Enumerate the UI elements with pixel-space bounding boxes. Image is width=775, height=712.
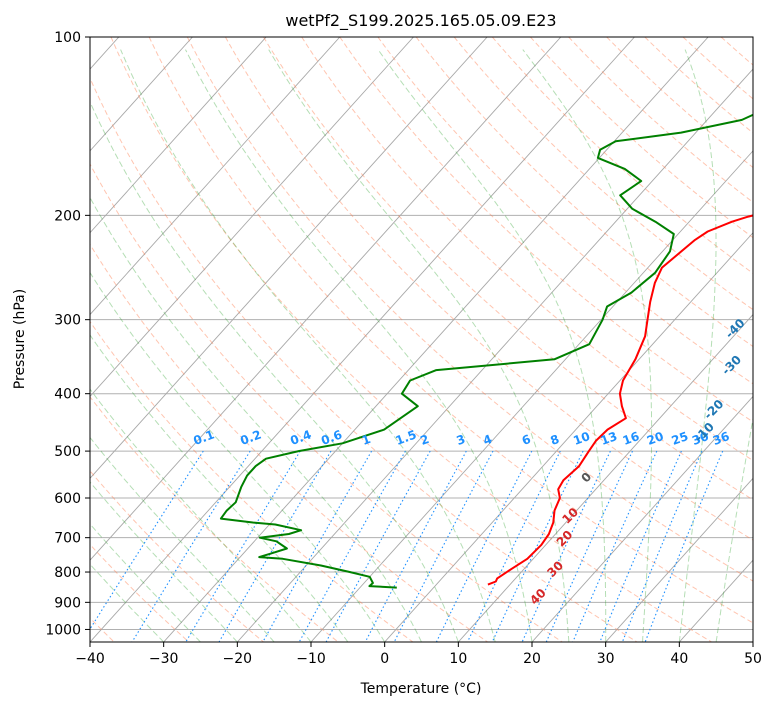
x-tick-label: 10 [449, 651, 467, 667]
y-tick-label: 800 [54, 565, 81, 581]
y-tick-label: 100 [54, 30, 81, 46]
x-tick-label: −30 [149, 651, 179, 667]
x-tick-label: −40 [75, 651, 105, 667]
x-tick-label: −20 [223, 651, 253, 667]
chart-title: wetPf2_S199.2025.165.05.09.E23 [285, 11, 556, 31]
y-tick-label: 600 [54, 491, 81, 507]
y-tick-label: 500 [54, 444, 81, 460]
y-tick-label: 400 [54, 387, 81, 403]
x-tick-label: 50 [744, 651, 762, 667]
x-tick-label: 40 [670, 651, 688, 667]
x-tick-label: 30 [597, 651, 615, 667]
x-axis-title: Temperature (°C) [360, 681, 482, 697]
y-axis-title: Pressure (hPa) [12, 289, 28, 389]
y-tick-label: 700 [54, 531, 81, 547]
y-tick-label: 900 [54, 595, 81, 611]
y-tick-label: 300 [54, 313, 81, 329]
y-tick-label: 200 [54, 208, 81, 224]
x-tick-label: −10 [296, 651, 326, 667]
x-tick-label: 0 [380, 651, 389, 667]
x-tick-label: 20 [523, 651, 541, 667]
y-tick-label: 1000 [45, 622, 81, 638]
